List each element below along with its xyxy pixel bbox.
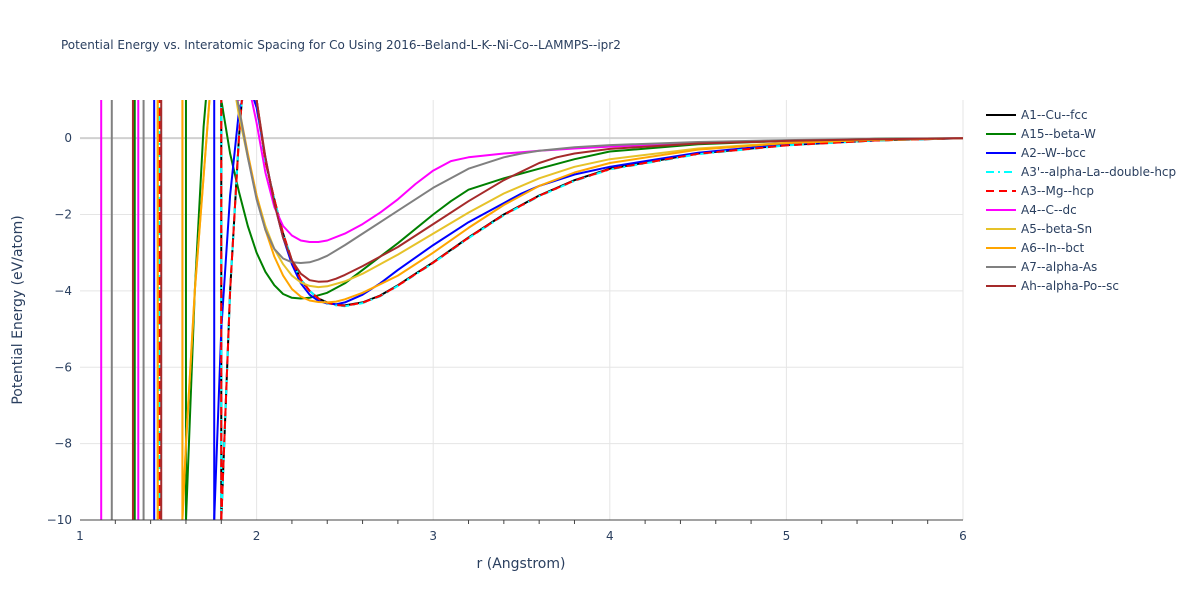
- series-line: [185, 100, 963, 520]
- series-line: [220, 100, 963, 520]
- legend-label: A3'--alpha-La--double-hcp: [1021, 165, 1176, 179]
- y-tick-label: −4: [54, 284, 72, 298]
- x-tick-label: 4: [606, 529, 614, 543]
- y-tick-label: −10: [47, 513, 72, 527]
- series-line: [255, 100, 963, 283]
- y-axis-ticks: 0 −2 −4 −6 −8 −10: [47, 131, 72, 527]
- legend-label: A6--In--bct: [1021, 241, 1085, 255]
- series-A1--Cu--fcc: [131, 100, 963, 520]
- series-A5--beta-Sn: [156, 100, 963, 520]
- series-line: [181, 100, 963, 520]
- legend-label: A7--alpha-As: [1021, 260, 1097, 274]
- series-line: [236, 100, 963, 264]
- series-A6--In--bct: [156, 100, 963, 520]
- legend-item[interactable]: Ah--alpha-Po--sc: [986, 279, 1119, 293]
- legend[interactable]: A1--Cu--fcc A15--beta-W A2--W--bcc A3'--alp…: [986, 108, 1176, 293]
- legend-item[interactable]: A7--alpha-As: [986, 260, 1097, 274]
- x-axis-title: r (Angstrom): [477, 556, 566, 572]
- series-A7--alpha-As: [110, 100, 963, 520]
- y-tick-label: −8: [54, 437, 72, 451]
- series-A15--beta-W: [133, 100, 963, 520]
- series-A2--W--bcc: [153, 100, 963, 520]
- x-tick-label: 6: [959, 529, 967, 543]
- legend-label: A15--beta-W: [1021, 127, 1096, 141]
- legend-label: A4--C--dc: [1021, 203, 1077, 217]
- gridlines: [80, 100, 964, 521]
- x-tick-label: 2: [253, 529, 261, 543]
- series-line: [213, 100, 963, 520]
- y-tick-label: −2: [54, 208, 72, 222]
- series-lines: [100, 100, 963, 520]
- series-line: [181, 100, 963, 520]
- y-tick-label: −6: [54, 360, 72, 374]
- legend-item[interactable]: A3--Mg--hcp: [986, 184, 1094, 198]
- series-line: [220, 100, 963, 520]
- y-tick-label: 0: [64, 131, 72, 145]
- legend-label: A1--Cu--fcc: [1021, 108, 1088, 122]
- x-tick-label: 5: [783, 529, 791, 543]
- legend-item[interactable]: A6--In--bct: [986, 241, 1085, 255]
- x-tick-label: 1: [76, 529, 84, 543]
- chart-title: Potential Energy vs. Interatomic Spacing…: [61, 38, 621, 52]
- legend-label: A2--W--bcc: [1021, 146, 1086, 160]
- series-A3'--alpha-La--double-hcp: [158, 100, 963, 520]
- legend-item[interactable]: A2--W--bcc: [986, 146, 1086, 160]
- series-line: [220, 100, 963, 520]
- legend-item[interactable]: A3'--alpha-La--double-hcp: [986, 165, 1176, 179]
- y-axis-title: Potential Energy (eV/atom): [10, 215, 26, 404]
- legend-item[interactable]: A15--beta-W: [986, 127, 1096, 141]
- legend-label: A3--Mg--hcp: [1021, 184, 1094, 198]
- series-A3--Mg--hcp: [158, 100, 963, 520]
- series-line: [237, 100, 963, 243]
- x-axis-ticks: 1 2 3 4 5 6: [76, 520, 967, 543]
- legend-item[interactable]: A5--beta-Sn: [986, 222, 1092, 236]
- series-Ah--alpha-Po--sc: [131, 100, 963, 520]
- legend-item[interactable]: A1--Cu--fcc: [986, 108, 1088, 122]
- legend-item[interactable]: A4--C--dc: [986, 203, 1077, 217]
- legend-label: A5--beta-Sn: [1021, 222, 1092, 236]
- legend-label: Ah--alpha-Po--sc: [1021, 279, 1119, 293]
- x-tick-label: 3: [429, 529, 437, 543]
